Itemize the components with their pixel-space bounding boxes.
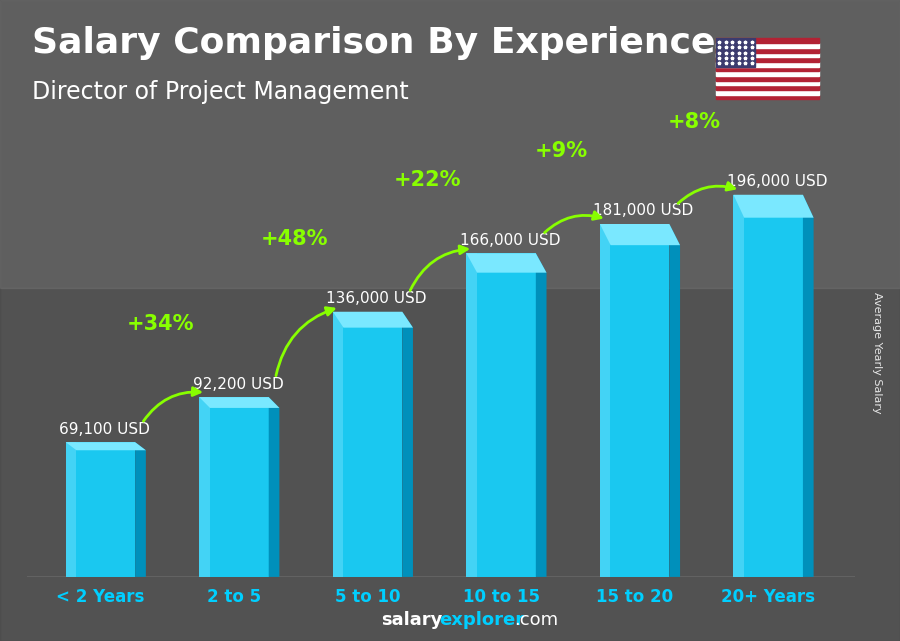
Polygon shape <box>402 312 413 577</box>
Bar <box>66 442 135 577</box>
Bar <box>199 397 269 577</box>
Bar <box>716 48 819 53</box>
Bar <box>66 442 77 577</box>
Polygon shape <box>199 397 279 408</box>
Bar <box>716 71 819 76</box>
Polygon shape <box>333 312 413 328</box>
Bar <box>716 38 819 43</box>
Polygon shape <box>734 195 814 218</box>
Bar <box>199 397 210 577</box>
Text: 166,000 USD: 166,000 USD <box>460 233 560 247</box>
Bar <box>716 81 819 85</box>
Text: salary: salary <box>381 612 442 629</box>
Polygon shape <box>466 253 546 272</box>
Bar <box>716 38 755 67</box>
Bar <box>333 312 343 577</box>
Bar <box>716 76 819 81</box>
Text: Salary Comparison By Experience: Salary Comparison By Experience <box>32 26 715 60</box>
Bar <box>734 195 803 577</box>
Text: 136,000 USD: 136,000 USD <box>326 291 427 306</box>
Bar <box>716 67 819 71</box>
Text: Director of Project Management: Director of Project Management <box>32 80 409 104</box>
Text: 181,000 USD: 181,000 USD <box>593 203 694 219</box>
Text: 92,200 USD: 92,200 USD <box>193 376 284 392</box>
Polygon shape <box>66 442 146 450</box>
Bar <box>716 85 819 90</box>
Polygon shape <box>803 195 814 577</box>
Polygon shape <box>536 253 546 577</box>
Bar <box>716 43 819 48</box>
Bar <box>716 95 819 99</box>
Polygon shape <box>670 224 680 577</box>
Bar <box>716 57 819 62</box>
Bar <box>600 224 670 577</box>
Text: 69,100 USD: 69,100 USD <box>59 422 150 437</box>
Bar <box>716 62 819 67</box>
Text: +8%: +8% <box>668 112 721 131</box>
Polygon shape <box>600 224 680 245</box>
Polygon shape <box>135 442 146 577</box>
Bar <box>333 312 402 577</box>
Bar <box>734 195 744 577</box>
Bar <box>600 224 610 577</box>
Bar <box>466 253 477 577</box>
Text: explorer: explorer <box>439 612 525 629</box>
Text: .com: .com <box>514 612 558 629</box>
Text: +48%: +48% <box>260 229 328 249</box>
Bar <box>716 53 819 57</box>
Text: +9%: +9% <box>535 141 588 161</box>
Bar <box>716 90 819 95</box>
Text: +22%: +22% <box>394 170 462 190</box>
Text: 196,000 USD: 196,000 USD <box>727 174 827 189</box>
Polygon shape <box>269 397 279 577</box>
Bar <box>466 253 536 577</box>
Text: +34%: +34% <box>127 314 194 334</box>
Text: Average Yearly Salary: Average Yearly Salary <box>872 292 883 413</box>
